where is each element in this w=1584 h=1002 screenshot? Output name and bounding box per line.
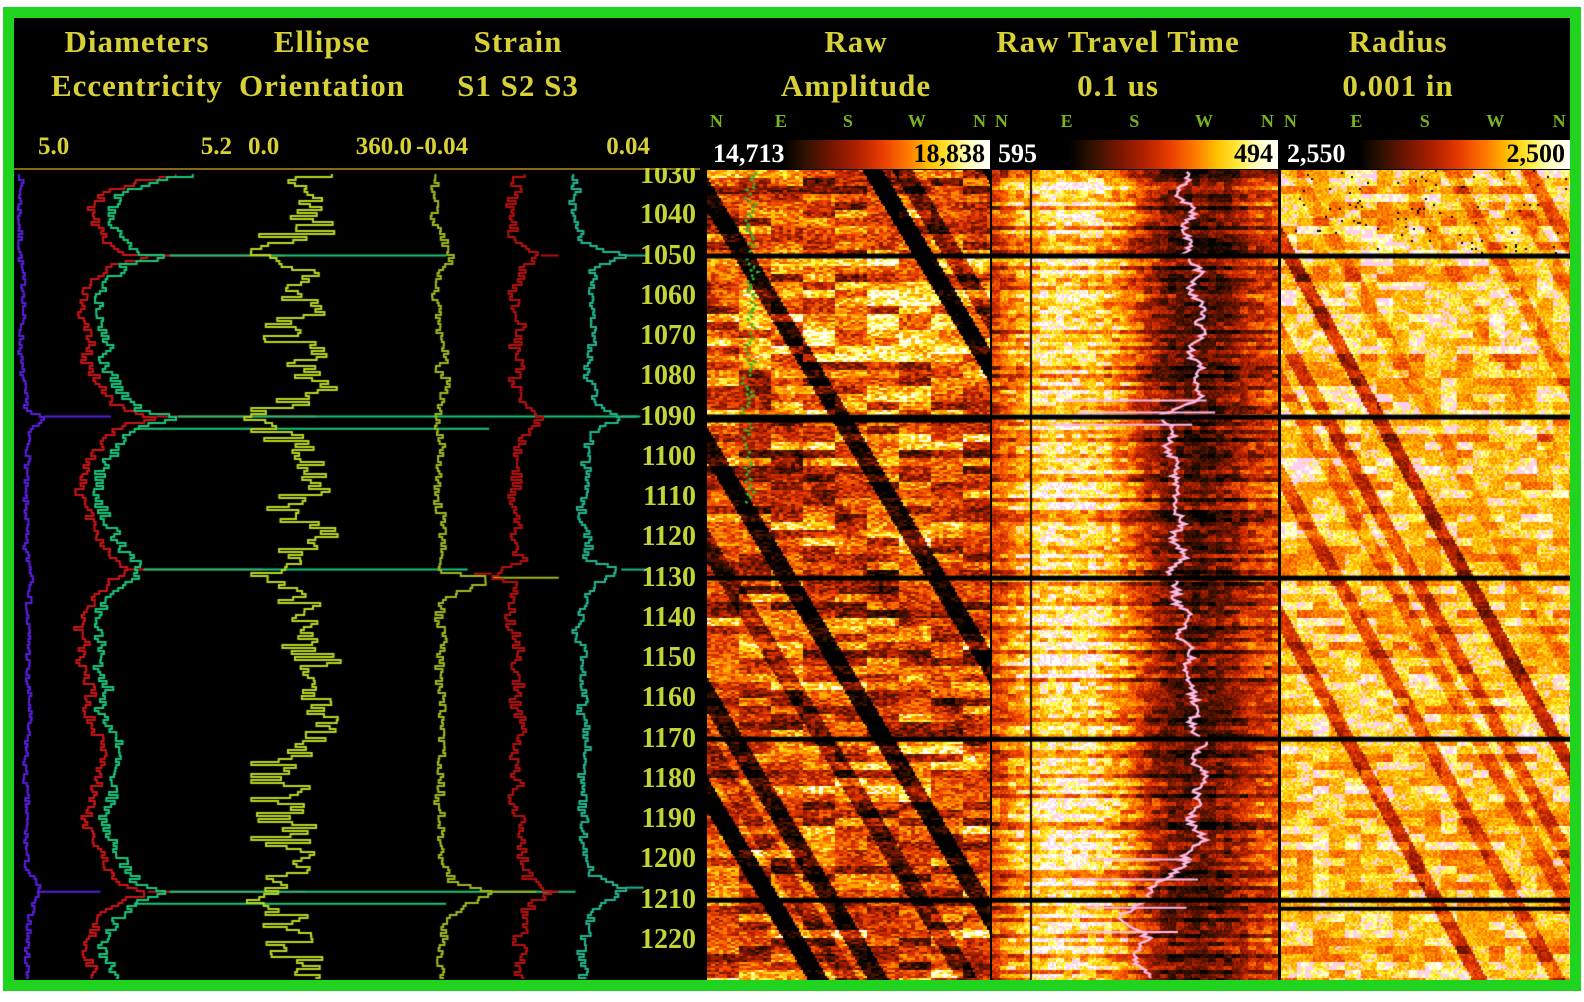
compass-label: N (973, 111, 987, 131)
depth-label: 1220 (640, 923, 696, 955)
radius-colorbar-max: 2,500 (1506, 139, 1566, 168)
compass-label: E (774, 111, 787, 131)
depth-label: 1070 (640, 320, 696, 352)
depth-label: 1040 (640, 199, 696, 231)
orientation-scale-max: 360.0 (355, 133, 412, 160)
track-title-radius: Radius (1348, 24, 1448, 59)
depth-label: 1190 (641, 803, 696, 835)
track-subtitle-s1-s2-s3: S1 S2 S3 (457, 68, 579, 103)
diameters-scale-max: 5.2 (200, 133, 232, 160)
radius-image (1281, 170, 1570, 980)
depth-axis: 1030 1040 1050 1060 1070 1080 1090 1100 1110 1120… (566, 168, 700, 980)
track-title-raw: Raw (824, 24, 888, 59)
raw-travel-time-image (992, 170, 1278, 980)
travel-time-colorbar: 595 494 (992, 139, 1278, 169)
amplitude-colorbar-max: 18,838 (913, 139, 986, 168)
strain-scale-min: -0.04 (416, 133, 469, 160)
track-title-raw-travel-time: Raw Travel Time (996, 24, 1240, 59)
compass-label: E (1060, 111, 1073, 131)
depth-label: 1050 (640, 239, 696, 271)
strain-scale-max: 0.04 (606, 133, 650, 160)
radius-colorbar-min: 2,550 (1287, 139, 1346, 168)
amplitude-colorbar-min: 14,713 (713, 139, 785, 168)
track-title-ellipse: Ellipse (273, 24, 371, 59)
depth-label: 1100 (641, 440, 696, 472)
depth-label: 1210 (640, 883, 696, 915)
orientation-scale-min: 0.0 (248, 133, 280, 160)
depth-label: 1060 (640, 279, 696, 311)
raw-amplitude-image (707, 170, 990, 980)
compass-label: S (842, 111, 853, 131)
compass-label: W (1195, 111, 1214, 131)
compass-label: S (1129, 111, 1140, 131)
compass-label: N (1260, 111, 1274, 131)
compass-label: N (994, 111, 1008, 131)
travel-time-colorbar-max: 494 (1234, 139, 1273, 168)
radius-colorbar: 2,550 2,500 (1281, 139, 1570, 169)
compass-label: E (1350, 111, 1363, 131)
compass-label: N (1552, 111, 1566, 131)
curve-tracks-canvas (14, 170, 700, 980)
depth-label: 1030 (640, 168, 696, 190)
depth-label: 1080 (640, 360, 696, 392)
depth-label: 1150 (641, 642, 696, 674)
track-subtitle-amplitude: Amplitude (780, 68, 932, 103)
track-subtitle-orientation: Orientation (239, 68, 405, 103)
compass-label: W (907, 111, 926, 131)
compass-label: N (1283, 111, 1297, 131)
travel-time-colorbar-min: 595 (998, 139, 1037, 168)
depth-label: 1090 (640, 400, 696, 432)
depth-label: 1170 (641, 722, 696, 754)
track-subtitle-eccentricity: Eccentricity (50, 68, 224, 103)
depth-label: 1130 (641, 561, 696, 593)
depth-label: 1160 (641, 682, 696, 714)
depth-label: 1120 (641, 521, 696, 553)
compass-label: S (1419, 111, 1430, 131)
track-subtitle-travel-time-units: 0.1 us (1077, 68, 1159, 103)
amplitude-colorbar: 14,713 18,838 (707, 139, 990, 169)
left-tracks-top-rule (14, 168, 700, 170)
depth-label: 1200 (640, 843, 696, 875)
depth-label: 1140 (641, 601, 696, 633)
track-title-strain: Strain (473, 24, 563, 59)
compass-label: N (709, 111, 723, 131)
compass-label: W (1486, 111, 1505, 131)
track-subtitle-radius-units: 0.001 in (1342, 68, 1454, 103)
diameters-scale-min: 5.0 (38, 133, 70, 160)
depth-label: 1110 (643, 481, 696, 513)
track-title-diameters: Diameters (64, 24, 210, 59)
depth-label: 1180 (641, 762, 696, 794)
